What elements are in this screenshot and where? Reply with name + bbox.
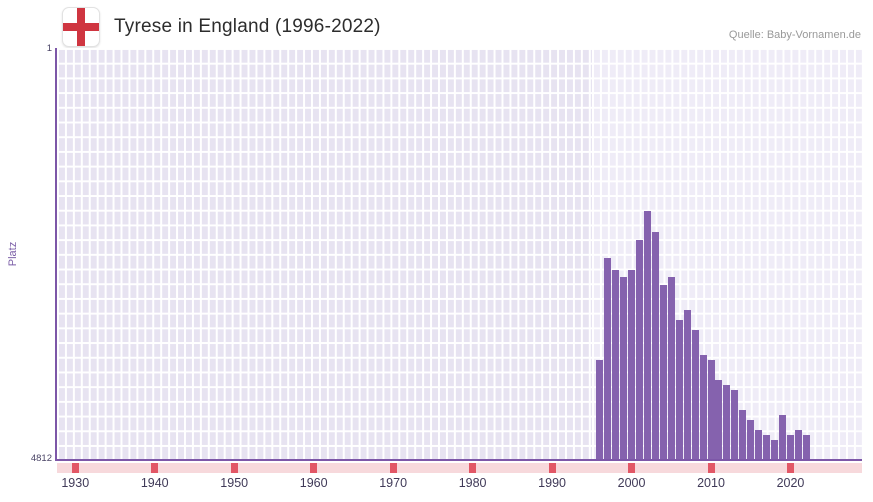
bar-2000[interactable] [628, 269, 636, 460]
x-axis-tick-2000 [628, 463, 636, 473]
x-axis-tick-1980 [469, 463, 477, 473]
bar-2008[interactable] [691, 329, 699, 460]
x-axis-tick-1970 [389, 463, 397, 473]
y-tick-best-rank: 1 [46, 43, 52, 54]
bar-1996[interactable] [596, 359, 604, 460]
x-axis-tick-2020 [786, 463, 794, 473]
bar-2016[interactable] [755, 429, 763, 460]
bar-2009[interactable] [699, 355, 707, 460]
y-axis-label: Platz [7, 241, 19, 267]
x-axis-tick-2010 [707, 463, 715, 473]
bar-2007[interactable] [683, 309, 691, 460]
bar-2015[interactable] [747, 419, 755, 460]
bar-2013[interactable] [731, 389, 739, 460]
bar-2002[interactable] [643, 210, 651, 460]
bar-1997[interactable] [604, 257, 612, 460]
bar-2017[interactable] [763, 434, 771, 460]
x-axis-tick-1960 [310, 463, 318, 473]
x-axis-line [55, 459, 862, 461]
x-tick-label-1930: 1930 [61, 476, 90, 490]
bar-2001[interactable] [635, 239, 643, 460]
x-axis-strip [57, 463, 862, 473]
x-tick-label-2000: 2000 [617, 476, 646, 490]
page-title: Tyrese in England (1996-2022) [114, 16, 381, 37]
bars-layer [57, 48, 862, 460]
bar-2022[interactable] [802, 434, 810, 460]
source-credit: Quelle: Baby-Vornamen.de [728, 29, 861, 41]
y-axis-line [55, 48, 57, 461]
bar-2011[interactable] [715, 380, 723, 460]
x-tick-label-1980: 1980 [458, 476, 487, 490]
bar-2003[interactable] [651, 232, 659, 460]
bar-1999[interactable] [620, 276, 628, 460]
bar-2020[interactable] [786, 434, 794, 460]
x-tick-label-2020: 2020 [776, 476, 805, 490]
bar-2019[interactable] [779, 415, 787, 460]
x-tick-label-2010: 2010 [697, 476, 725, 490]
bar-2021[interactable] [794, 429, 802, 460]
bar-2005[interactable] [667, 276, 675, 460]
y-tick-worst-rank: 4812 [30, 453, 52, 464]
x-tick-label-1960: 1960 [299, 476, 328, 490]
x-axis-tick-1990 [548, 463, 556, 473]
england-flag-icon [62, 7, 100, 47]
bar-2014[interactable] [739, 410, 747, 460]
flag-cross-horizontal [63, 23, 99, 31]
x-tick-label-1940: 1940 [140, 476, 169, 490]
bar-2010[interactable] [707, 359, 715, 460]
x-axis-tick-1940 [151, 463, 159, 473]
bar-2018[interactable] [771, 440, 779, 460]
x-axis-tick-1950 [230, 463, 238, 473]
x-tick-label-1970: 1970 [379, 476, 408, 490]
bar-2006[interactable] [675, 320, 683, 460]
x-axis-tick-1930 [71, 463, 79, 473]
x-tick-label-1990: 1990 [538, 476, 566, 490]
bar-2012[interactable] [723, 385, 731, 460]
x-tick-label-1950: 1950 [220, 476, 249, 490]
plot-area [57, 48, 862, 460]
bar-1998[interactable] [612, 269, 620, 460]
bar-2004[interactable] [659, 285, 667, 460]
chart-header: Tyrese in England (1996-2022) [62, 5, 381, 49]
